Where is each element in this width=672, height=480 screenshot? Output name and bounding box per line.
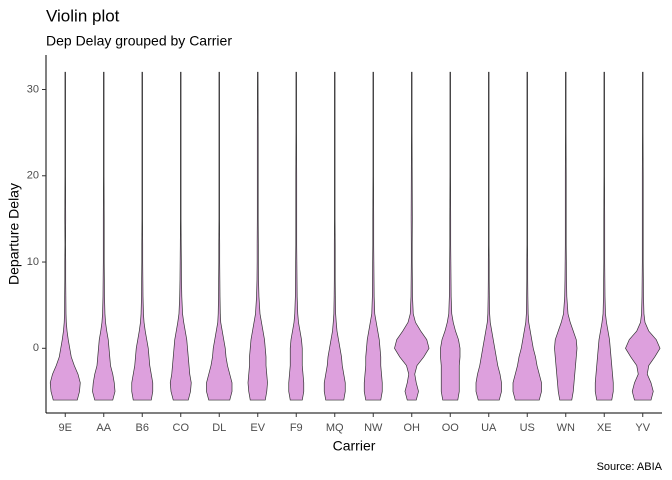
violin: [169, 71, 192, 401]
x-tick-label: CO: [173, 422, 190, 434]
x-tick-label: OH: [404, 422, 421, 434]
x-tick-label: UA: [481, 422, 497, 434]
violin: [49, 71, 81, 401]
x-tick-label: NW: [364, 422, 383, 434]
y-axis-title: Departure Delay: [6, 183, 22, 285]
y-tick-label: 0: [33, 342, 39, 354]
x-tick-label: US: [520, 422, 535, 434]
violin: [625, 71, 661, 401]
violin: [394, 71, 430, 401]
x-tick-label: OO: [442, 422, 460, 434]
x-tick-label: DL: [212, 422, 226, 434]
violin: [512, 71, 542, 401]
violin: [594, 71, 614, 401]
x-tick-label: WN: [557, 422, 575, 434]
violin: [288, 71, 305, 401]
violin: [363, 71, 383, 401]
chart-title: Violin plot: [46, 6, 120, 25]
violin: [247, 71, 268, 401]
chart-subtitle: Dep Delay grouped by Carrier: [46, 33, 232, 49]
y-tick-label: 20: [27, 170, 39, 182]
violin: [440, 71, 461, 401]
violin: [92, 71, 116, 401]
x-axis-title: Carrier: [333, 438, 376, 454]
x-tick-label: AA: [96, 422, 111, 434]
violin: [131, 71, 154, 401]
violin: [323, 71, 346, 401]
violin: [475, 71, 502, 401]
x-tick-label: XE: [597, 422, 612, 434]
x-tick-label: MQ: [326, 422, 344, 434]
x-tick-label: 9E: [59, 422, 72, 434]
violin: [554, 71, 578, 401]
y-tick-label: 30: [27, 83, 39, 95]
y-tick-label: 10: [27, 256, 39, 268]
violin: [206, 71, 233, 401]
x-tick-label: B6: [136, 422, 149, 434]
x-tick-label: EV: [250, 422, 265, 434]
x-tick-label: YV: [635, 422, 650, 434]
caption: Source: ABIA: [597, 461, 663, 473]
x-tick-label: F9: [290, 422, 303, 434]
